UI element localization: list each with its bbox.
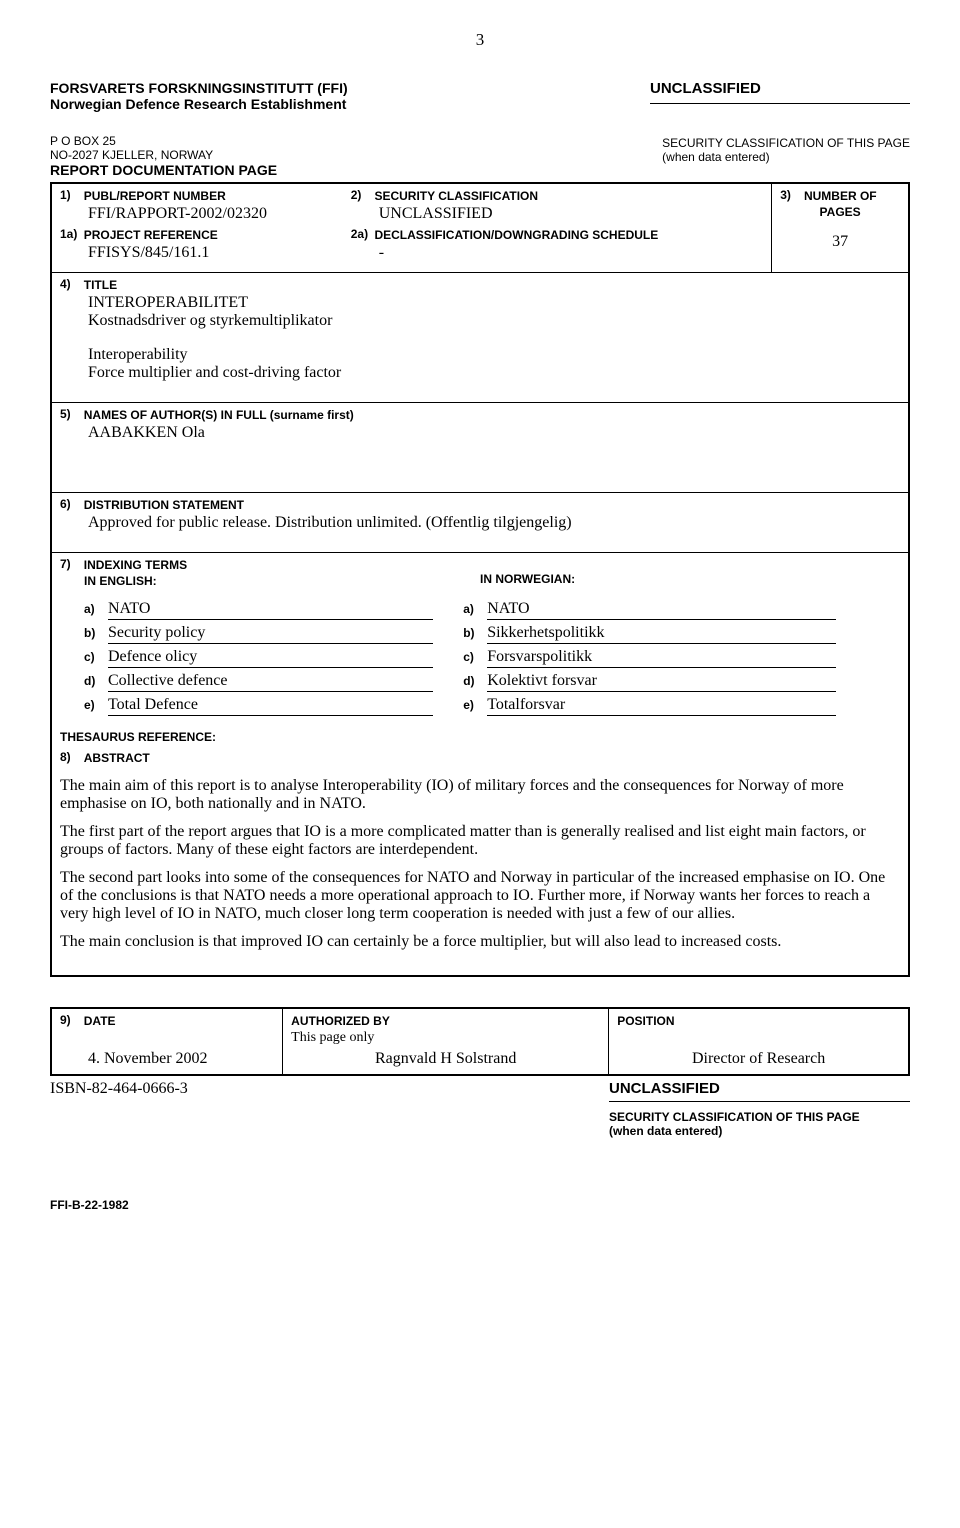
term-no-e: Totalforsvar: [487, 696, 836, 716]
page-number: 3: [50, 30, 910, 50]
header-row-1: FORSVARETS FORSKNINGSINSTITUTT (FFI) Nor…: [50, 80, 910, 112]
field-3-label: NUMBER OF: [804, 189, 877, 203]
abstract-p3: The second part looks into some of the c…: [60, 869, 900, 923]
pos-value: Director of Research: [617, 1050, 900, 1068]
field-3-num: 3): [780, 188, 800, 202]
title-en-1: Interoperability: [60, 346, 900, 364]
isbn: ISBN-82-464-0666-3: [50, 1080, 188, 1138]
term-en-c: Defence olicy: [108, 648, 433, 668]
form-table: 1) PUBL/REPORT NUMBER FFI/RAPPORT-2002/0…: [50, 182, 910, 977]
field-3-label2: PAGES: [780, 205, 900, 219]
field-9-num: 9): [60, 1013, 80, 1027]
org-subname: Norwegian Defence Research Establishment: [50, 96, 348, 112]
field-4-label: TITLE: [84, 278, 117, 292]
term-no-d: Kolektivt forsvar: [487, 672, 836, 692]
term-en-d: Collective defence: [108, 672, 433, 692]
footer-classification: UNCLASSIFIED: [609, 1080, 910, 1102]
term-no-c: Forsvarspolitikk: [487, 648, 836, 668]
title-nb-1: INTEROPERABILITET: [60, 294, 900, 312]
sec-note-1: SECURITY CLASSIFICATION OF THIS PAGE: [662, 136, 910, 150]
field-1a-num: 1a): [60, 227, 80, 241]
title-en-2: Force multiplier and cost-driving factor: [60, 364, 900, 382]
doc-title: REPORT DOCUMENTATION PAGE: [50, 162, 277, 178]
footer-sec-note-1: SECURITY CLASSIFICATION OF THIS PAGE: [609, 1110, 910, 1124]
title-nb-2: Kostnadsdriver og styrkemultiplikator: [60, 312, 900, 330]
field-1a-label: PROJECT REFERENCE: [84, 228, 218, 242]
distribution-value: Approved for public release. Distributio…: [60, 514, 900, 532]
field-2-label: SECURITY CLASSIFICATION: [374, 189, 538, 203]
footer-table: 9) DATE 4. November 2002 AUTHORIZED BY T…: [50, 1007, 910, 1076]
field-1-value: FFI/RAPPORT-2002/02320: [60, 205, 335, 223]
field-8-label: ABSTRACT: [84, 751, 150, 765]
pos-label: POSITION: [617, 1014, 674, 1028]
classification-top: UNCLASSIFIED: [650, 80, 910, 104]
field-7-label-no: IN NORWEGIAN:: [480, 572, 575, 586]
field-6-num: 6): [60, 497, 80, 511]
field-5-label: NAMES OF AUTHOR(S) IN FULL (surname firs…: [84, 408, 354, 422]
term-no-a: NATO: [487, 600, 836, 620]
field-7-label-en: INDEXING TERMS: [84, 558, 187, 572]
thesaurus-label: THESAURUS REFERENCE:: [60, 730, 900, 744]
abstract-p4: The main conclusion is that improved IO …: [60, 933, 900, 951]
auth-value: Ragnvald H Solstrand: [291, 1050, 600, 1068]
footer-sec-note-2: (when data entered): [609, 1124, 910, 1138]
field-1a-value: FFISYS/845/161.1: [60, 244, 335, 262]
abstract-p1: The main aim of this report is to analys…: [60, 777, 900, 813]
author-name: AABAKKEN Ola: [60, 424, 900, 442]
field-3-value: 37: [780, 233, 900, 251]
addr-line1: P O BOX 25: [50, 134, 277, 148]
term-en-e: Total Defence: [108, 696, 433, 716]
field-1-num: 1): [60, 188, 80, 202]
term-en-a: NATO: [108, 600, 433, 620]
field-6-label: DISTRIBUTION STATEMENT: [84, 498, 244, 512]
auth-label: AUTHORIZED BY: [291, 1014, 390, 1028]
field-8-num: 8): [60, 750, 80, 764]
field-2a-value: -: [351, 244, 764, 262]
form-id: FFI-B-22-1982: [50, 1198, 910, 1212]
date-value: 4. November 2002: [60, 1050, 274, 1068]
sec-note-2: (when data entered): [662, 150, 910, 164]
field-7-label-en2: IN ENGLISH:: [60, 574, 480, 588]
field-7-num: 7): [60, 557, 80, 571]
field-9-date-label: DATE: [84, 1014, 116, 1028]
org-name: FORSVARETS FORSKNINGSINSTITUTT (FFI): [50, 80, 348, 96]
field-2a-label: DECLASSIFICATION/DOWNGRADING SCHEDULE: [374, 228, 658, 242]
auth-sub: This page only: [291, 1030, 600, 1046]
field-2-value: UNCLASSIFIED: [351, 205, 764, 223]
addr-line2: NO-2027 KJELLER, NORWAY: [50, 148, 277, 162]
abstract-body: The main aim of this report is to analys…: [60, 777, 900, 951]
field-1-label: PUBL/REPORT NUMBER: [84, 189, 226, 203]
field-5-num: 5): [60, 407, 80, 421]
term-en-b: Security policy: [108, 624, 433, 644]
abstract-p2: The first part of the report argues that…: [60, 823, 900, 859]
term-no-b: Sikkerhetspolitikk: [487, 624, 836, 644]
field-2a-num: 2a): [351, 227, 371, 241]
field-4-num: 4): [60, 277, 80, 291]
field-2-num: 2): [351, 188, 371, 202]
header-row-2: P O BOX 25 NO-2027 KJELLER, NORWAY REPOR…: [50, 134, 910, 178]
